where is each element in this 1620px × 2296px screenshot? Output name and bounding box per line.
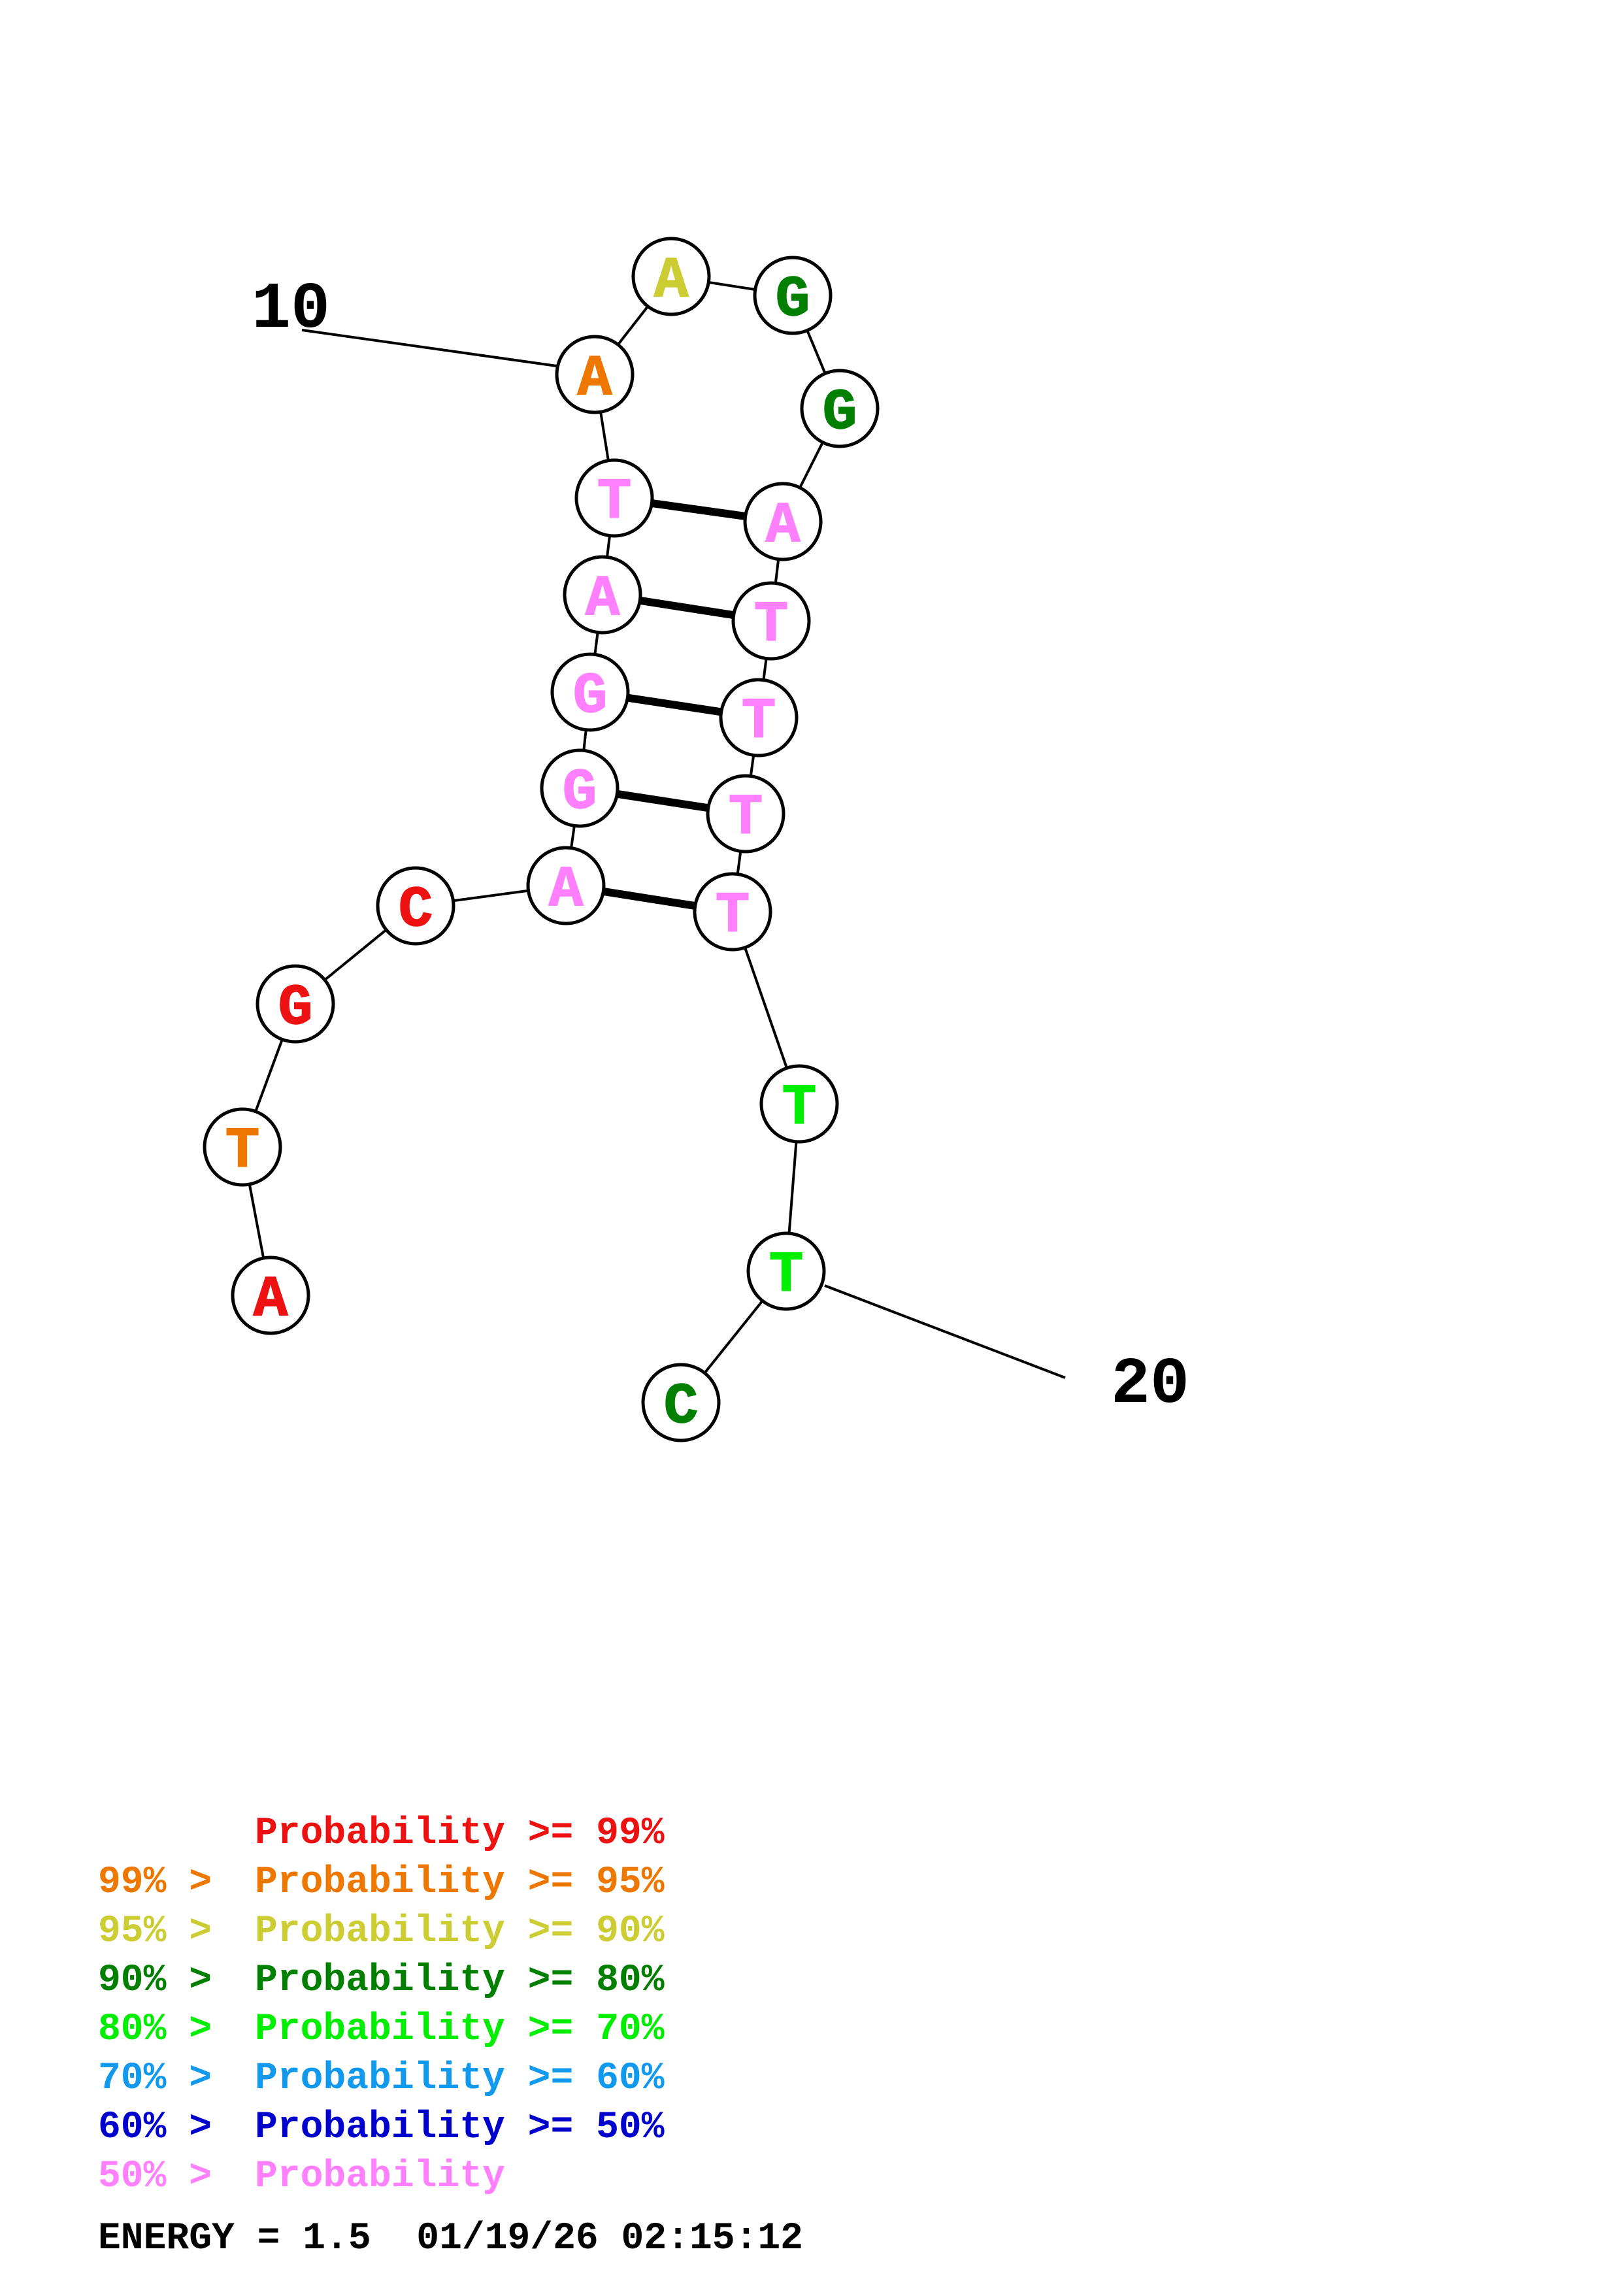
legend-label: Probability >= 60% [255,2057,665,2100]
legend-prefix: 50% > [98,2155,235,2198]
nucleotide-circle [693,872,772,952]
legend-row: 90% > Probability >= 80% [98,1959,665,2002]
legend-label: Probability [255,2155,505,2198]
nucleotide: C [641,1363,721,1442]
nucleotide: T [203,1107,282,1187]
nucleotide-circle [719,678,799,757]
position-label: 10 [252,273,330,347]
legend-row: 99% > Probability >= 95% [98,1861,665,1904]
nucleotide: A [563,555,642,635]
legend-prefix: 60% > [98,2106,235,2149]
nucleotide-letter: T [729,786,763,851]
nucleotide-circle [753,256,833,335]
energy-footer: ENERGY = 1.5 01/19/26 02:15:12 [98,2218,803,2260]
nucleotide: T [693,872,772,952]
nucleotide-circle [746,1231,826,1311]
nucleotide-letter: G [563,761,597,825]
nucleotide: G [540,748,620,828]
nucleotide-circle [759,1064,839,1144]
nucleotide: A [526,846,606,925]
nucleotide-letter: T [597,471,632,535]
nucleotide-circle [631,237,711,316]
nucleotide-letter: T [769,1244,804,1308]
legend-label: Probability >= 95% [255,1861,665,1904]
probability-legend: Probability >= 99% 99% > Probability >= 9… [98,1812,665,2198]
position-label-tick [301,329,557,367]
nucleotide: A [555,335,635,414]
nucleotide-letter: A [549,858,584,923]
nucleotide-circle [256,964,335,1044]
position-label-tick [824,1284,1066,1379]
nucleotide: A [631,237,711,316]
nucleotide-letter: G [776,268,810,333]
legend-label: Probability >= 70% [255,2008,665,2051]
nucleotide-letter: T [716,884,750,949]
nucleotide-letter: A [654,249,689,314]
nucleotide: T [706,774,785,854]
nucleotide: G [256,964,335,1044]
legend-label: Probability >= 90% [255,1910,665,1953]
nucleotide-letter: T [225,1120,260,1184]
nucleotide: T [574,458,654,538]
nucleotide-letter: A [766,494,801,559]
nucleotide-letter: C [664,1375,699,1440]
legend-label: Probability >= 50% [255,2106,665,2149]
legend-row: 80% > Probability >= 70% [98,2008,665,2051]
nucleotide-circle [641,1363,721,1442]
nucleotide: T [759,1064,839,1144]
nucleotide: T [731,581,811,661]
nucleotide-letter: T [742,690,776,755]
nucleotide-circle [555,335,635,414]
nucleotide-circle [540,748,620,828]
legend-prefix: 90% > [98,1959,235,2002]
legend-row: 50% > Probability [98,2155,505,2198]
nucleotide-circle [706,774,785,854]
nucleotide-letter: A [254,1268,288,1333]
nucleotide-letter: A [586,567,620,632]
nucleotide-letter: G [573,665,608,729]
nucleotide-circle [731,581,811,661]
nucleotide-letter: G [823,381,857,446]
legend-label: Probability >= 80% [255,1959,665,2002]
nucleotide-letter: A [578,347,612,412]
nucleotide-circle [376,866,455,946]
nucleotide: A [231,1256,310,1335]
nucleotide-letter: G [278,976,313,1041]
legend-prefix: 70% > [98,2057,235,2100]
legend-row: 70% > Probability >= 60% [98,2057,665,2100]
nucleotide-circle [574,458,654,538]
nucleotide-circle [800,369,880,448]
nucleotide-circle [743,482,823,561]
nucleotide-circle [203,1107,282,1187]
nucleotide-letter: T [782,1076,817,1141]
nucleotide: G [753,256,833,335]
position-label: 20 [1111,1348,1189,1422]
position-labels: 10 20 [252,273,1189,1422]
nucleotide: C [376,866,455,946]
nucleotide-circle [231,1256,310,1335]
nucleotide-letter: T [754,593,789,658]
nucleotide-circle [526,846,606,925]
nucleotide: T [746,1231,826,1311]
legend-prefix: 95% > [98,1910,235,1953]
nucleotide-letter: C [399,878,433,943]
nucleotide: G [800,369,880,448]
nucleotide-circle [563,555,642,635]
legend-row: 95% > Probability >= 90% [98,1910,665,1953]
nucleotide-circle [550,652,630,732]
legend-row: Probability >= 99% [255,1812,665,1855]
legend-prefix: 80% > [98,2008,235,2051]
nucleotide: T [719,678,799,757]
legend-row: 60% > Probability >= 50% [98,2106,665,2149]
legend-prefix: 99% > [98,1861,235,1904]
legend-label: Probability >= 99% [255,1812,665,1855]
nucleotide: A [743,482,823,561]
nucleotide: G [550,652,630,732]
